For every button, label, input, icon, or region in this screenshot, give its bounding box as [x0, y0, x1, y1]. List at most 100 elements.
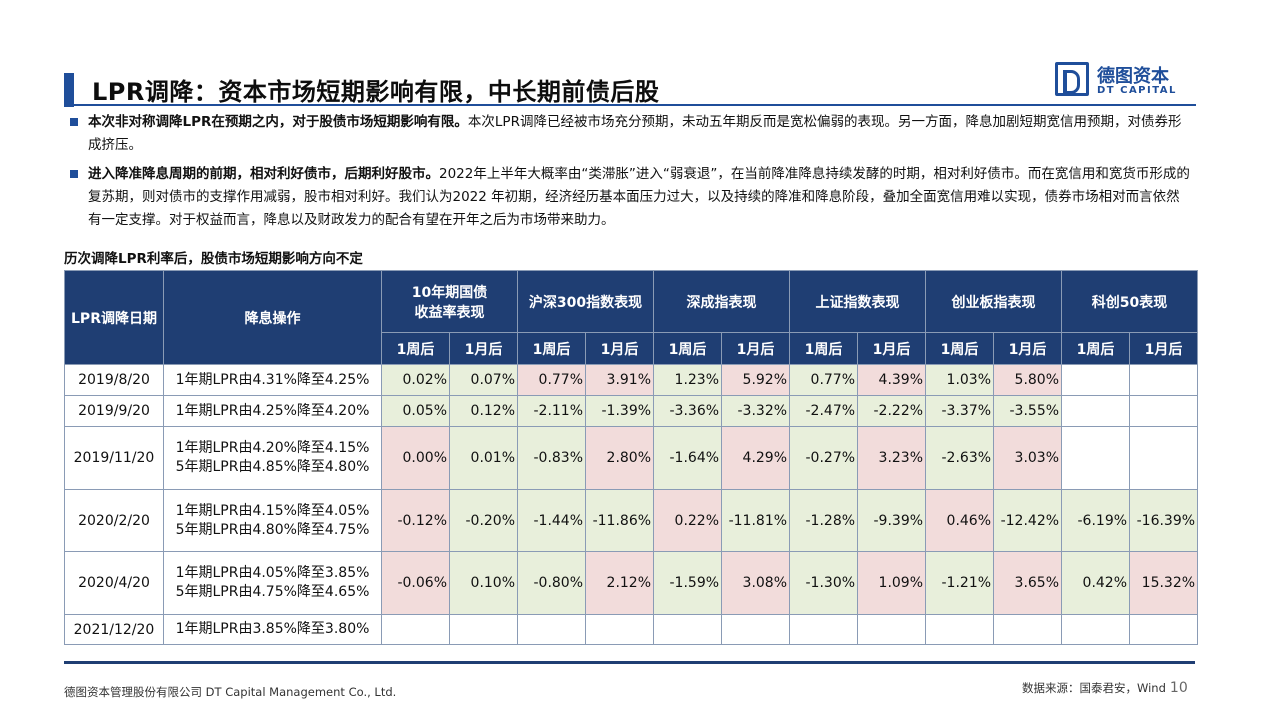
- cell-value: [448, 614, 519, 645]
- cell-value: 3.65%: [993, 551, 1063, 615]
- cell-value: -3.37%: [925, 395, 995, 427]
- header-star50-month: 1月后: [1129, 332, 1199, 365]
- cell-value: 4.29%: [721, 426, 791, 490]
- cell-value: 1.09%: [857, 551, 927, 615]
- cell-value: 5.80%: [993, 364, 1063, 396]
- title-accent-bar: [64, 73, 74, 107]
- cell-value: [381, 614, 450, 645]
- header-csi300-week: 1周后: [517, 332, 587, 365]
- paragraph-1: 本次非对称调降LPR在预期之内，对于股债市场短期影响有限。本次LPR调降已经被市…: [70, 111, 1193, 157]
- cell-value: -1.44%: [517, 489, 587, 552]
- table-row: 2019/9/20 1年期LPR由4.25%降至4.20% 0.05% 0.12% -2…: [64, 395, 1199, 427]
- cell-value: -3.32%: [721, 395, 791, 427]
- cell-value: [517, 614, 587, 645]
- cell-date: 2019/9/20: [64, 395, 164, 427]
- header-star50-week: 1周后: [1061, 332, 1131, 365]
- cell-value: -0.27%: [789, 426, 859, 490]
- operation-line: 1年期LPR由4.05%降至3.85%: [175, 565, 370, 581]
- cell-date: 2019/11/20: [64, 426, 164, 490]
- header-group-bond-yield: 10年期国债 收益率表现: [380, 270, 519, 333]
- header-sse-month: 1月后: [857, 332, 927, 365]
- cell-value: 0.77%: [789, 364, 859, 396]
- header-rate-operation: 降息操作: [163, 270, 382, 365]
- header-group-bond-yield-line1: 10年期国债: [411, 284, 488, 301]
- paragraph-2-lead: 进入降准降息周期的前期，相对利好债市，后期利好股市。: [88, 166, 439, 182]
- cell-value: [789, 614, 859, 645]
- logo-chinese-name: 德图资本: [1097, 66, 1169, 87]
- header-sse-week: 1周后: [789, 332, 859, 365]
- logo-d-icon: [1055, 62, 1089, 96]
- cell-value: -1.39%: [585, 395, 655, 427]
- header-group-sse-composite: 上证指数表现: [789, 270, 927, 333]
- cell-value: -1.30%: [789, 551, 859, 615]
- cell-value: [925, 614, 995, 645]
- page-title: LPR调降：资本市场短期影响有限，中长期前债后股: [92, 78, 660, 106]
- cell-value: 3.23%: [857, 426, 927, 490]
- operation-line: 1年期LPR由4.25%降至4.20%: [175, 402, 370, 419]
- cell-value: -1.64%: [653, 426, 723, 490]
- cell-value: -1.28%: [789, 489, 859, 552]
- cell-value: 0.12%: [448, 395, 519, 427]
- cell-value: -1.21%: [925, 551, 995, 615]
- footer-source: 数据来源：国泰君安，Wind 10: [1022, 680, 1188, 696]
- cell-value: 0.77%: [517, 364, 587, 396]
- cell-value: [1129, 364, 1199, 396]
- cell-operation: 1年期LPR由3.85%降至3.80%: [163, 614, 382, 645]
- company-logo: 德图资本 DT CAPITAL: [1055, 62, 1195, 98]
- operation-line: 1年期LPR由3.85%降至3.80%: [175, 621, 370, 637]
- operation-line: 1年期LPR由4.20%降至4.15%: [175, 440, 370, 456]
- lpr-impact-table-wrapper: LPR调降日期 降息操作 10年期国债 收益率表现 沪深300指数表现 深成指表现…: [64, 270, 1199, 645]
- footer-company: 德图资本管理股份有限公司 DT Capital Management Co., …: [64, 685, 397, 699]
- paragraph-1-lead: 本次非对称调降LPR在预期之内，对于股债市场短期影响有限。: [88, 114, 468, 130]
- table-row: 2021/12/20 1年期LPR由3.85%降至3.80%: [64, 614, 1199, 645]
- cell-operation: 1年期LPR由4.20%降至4.15% 5年期LPR由4.85%降至4.80%: [163, 426, 382, 490]
- cell-operation: 1年期LPR由4.15%降至4.05% 5年期LPR由4.80%降至4.75%: [163, 489, 382, 552]
- cell-value: [1061, 364, 1131, 396]
- cell-value: 0.02%: [381, 364, 450, 396]
- operation-line: 1年期LPR由4.31%降至4.25%: [175, 371, 370, 388]
- header-bond-week: 1周后: [381, 332, 450, 365]
- paragraph-2: 进入降准降息周期的前期，相对利好债市，后期利好股市。2022年上半年大概率由“类…: [70, 163, 1193, 232]
- cell-value: [585, 614, 655, 645]
- cell-value: [1061, 395, 1131, 427]
- cell-value: [721, 614, 791, 645]
- header-csi300-month: 1月后: [585, 332, 655, 365]
- cell-value: 3.91%: [585, 364, 655, 396]
- cell-value: [857, 614, 927, 645]
- header-bond-month: 1月后: [448, 332, 519, 365]
- cell-value: -2.47%: [789, 395, 859, 427]
- cell-value: 1.23%: [653, 364, 723, 396]
- table-title: 历次调降LPR利率后，股债市场短期影响方向不定: [64, 251, 363, 267]
- page-number: 10: [1169, 680, 1188, 696]
- cell-value: 4.39%: [857, 364, 927, 396]
- cell-value: -16.39%: [1129, 489, 1199, 552]
- table-row: 2019/11/20 1年期LPR由4.20%降至4.15% 5年期LPR由4.85…: [64, 426, 1199, 490]
- header-group-bond-yield-line2: 收益率表现: [414, 304, 485, 321]
- header-group-szse-component: 深成指表现: [653, 270, 791, 333]
- cell-value: 0.00%: [381, 426, 450, 490]
- operation-line: 5年期LPR由4.80%降至4.75%: [175, 521, 370, 538]
- cell-value: -2.63%: [925, 426, 995, 490]
- cell-value: -0.12%: [381, 489, 450, 552]
- cell-value: [1061, 426, 1131, 490]
- title-rule: [64, 104, 1196, 106]
- cell-date: 2021/12/20: [64, 614, 164, 645]
- cell-value: -3.55%: [993, 395, 1063, 427]
- header-szse-week: 1周后: [653, 332, 723, 365]
- cell-value: 0.07%: [448, 364, 519, 396]
- cell-value: 0.01%: [448, 426, 519, 490]
- cell-value: -0.80%: [517, 551, 587, 615]
- cell-value: -0.83%: [517, 426, 587, 490]
- cell-value: -2.22%: [857, 395, 927, 427]
- cell-operation: 1年期LPR由4.25%降至4.20%: [163, 395, 382, 427]
- cell-operation: 1年期LPR由4.31%降至4.25%: [163, 364, 382, 396]
- table-row: 2020/2/20 1年期LPR由4.15%降至4.05% 5年期LPR由4.80%…: [64, 489, 1199, 552]
- operation-line: 1年期LPR由4.15%降至4.05%: [175, 502, 370, 519]
- cell-value: -11.81%: [721, 489, 791, 552]
- cell-value: -11.86%: [585, 489, 655, 552]
- operation-line: 5年期LPR由4.75%降至4.65%: [175, 584, 370, 600]
- cell-value: 3.08%: [721, 551, 791, 615]
- cell-value: 5.92%: [721, 364, 791, 396]
- cell-value: -6.19%: [1061, 489, 1131, 552]
- cell-value: -1.59%: [653, 551, 723, 615]
